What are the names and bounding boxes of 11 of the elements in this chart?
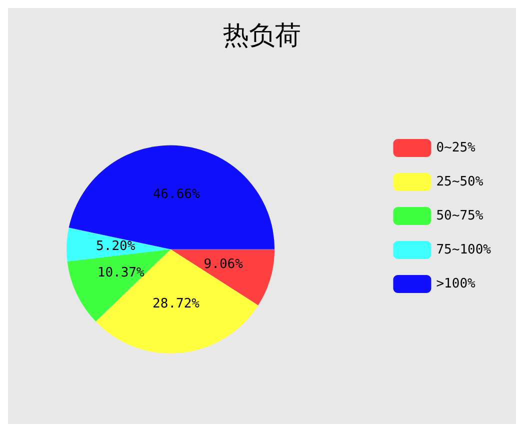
legend-label: 50~75% xyxy=(436,208,484,224)
chart-title: 热负荷 xyxy=(223,21,301,51)
legend-label: 75~100% xyxy=(436,242,492,258)
data-label: 5.20% xyxy=(96,239,136,254)
data-label: 9.06% xyxy=(204,257,244,272)
legend-label: 25~50% xyxy=(436,174,484,190)
legend-label: >100% xyxy=(436,276,476,292)
data-label: 46.66% xyxy=(152,187,200,202)
data-label: 10.37% xyxy=(97,265,144,280)
legend-label: 0~25% xyxy=(436,140,476,156)
data-label: 28.72% xyxy=(152,296,200,312)
